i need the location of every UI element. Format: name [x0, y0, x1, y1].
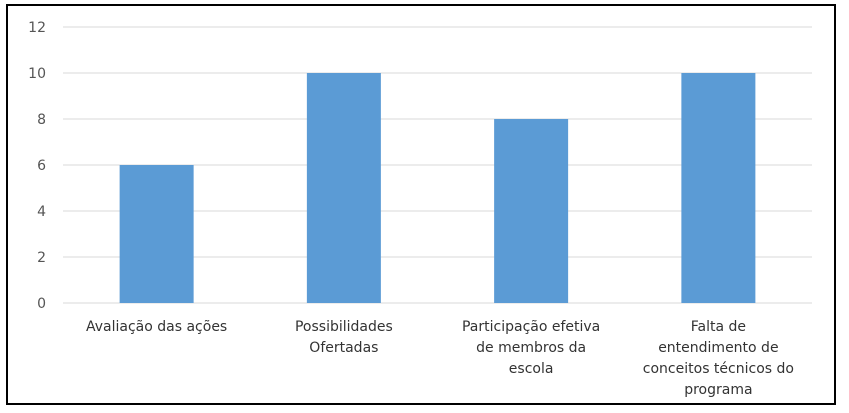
y-tick-label: 4 — [37, 204, 46, 220]
y-tick-label: 12 — [28, 20, 46, 36]
y-tick-label: 8 — [37, 112, 46, 128]
x-tick-label: Falta de entendimento de conceitos técnico… — [643, 319, 794, 398]
y-tick-label: 10 — [28, 66, 46, 82]
y-tick-label: 0 — [37, 296, 46, 312]
x-tick-label: Possibilidades Ofertadas — [295, 319, 393, 356]
y-tick-label: 2 — [37, 250, 46, 266]
bar-3 — [681, 73, 756, 303]
y-tick-label: 6 — [37, 158, 46, 174]
x-tick-label: Participação efetiva de membros da escola — [462, 319, 600, 377]
x-tick-label: Avaliação das ações — [86, 319, 227, 335]
bar-1 — [306, 73, 381, 303]
bar-0 — [119, 165, 194, 303]
bar-2 — [494, 119, 569, 303]
